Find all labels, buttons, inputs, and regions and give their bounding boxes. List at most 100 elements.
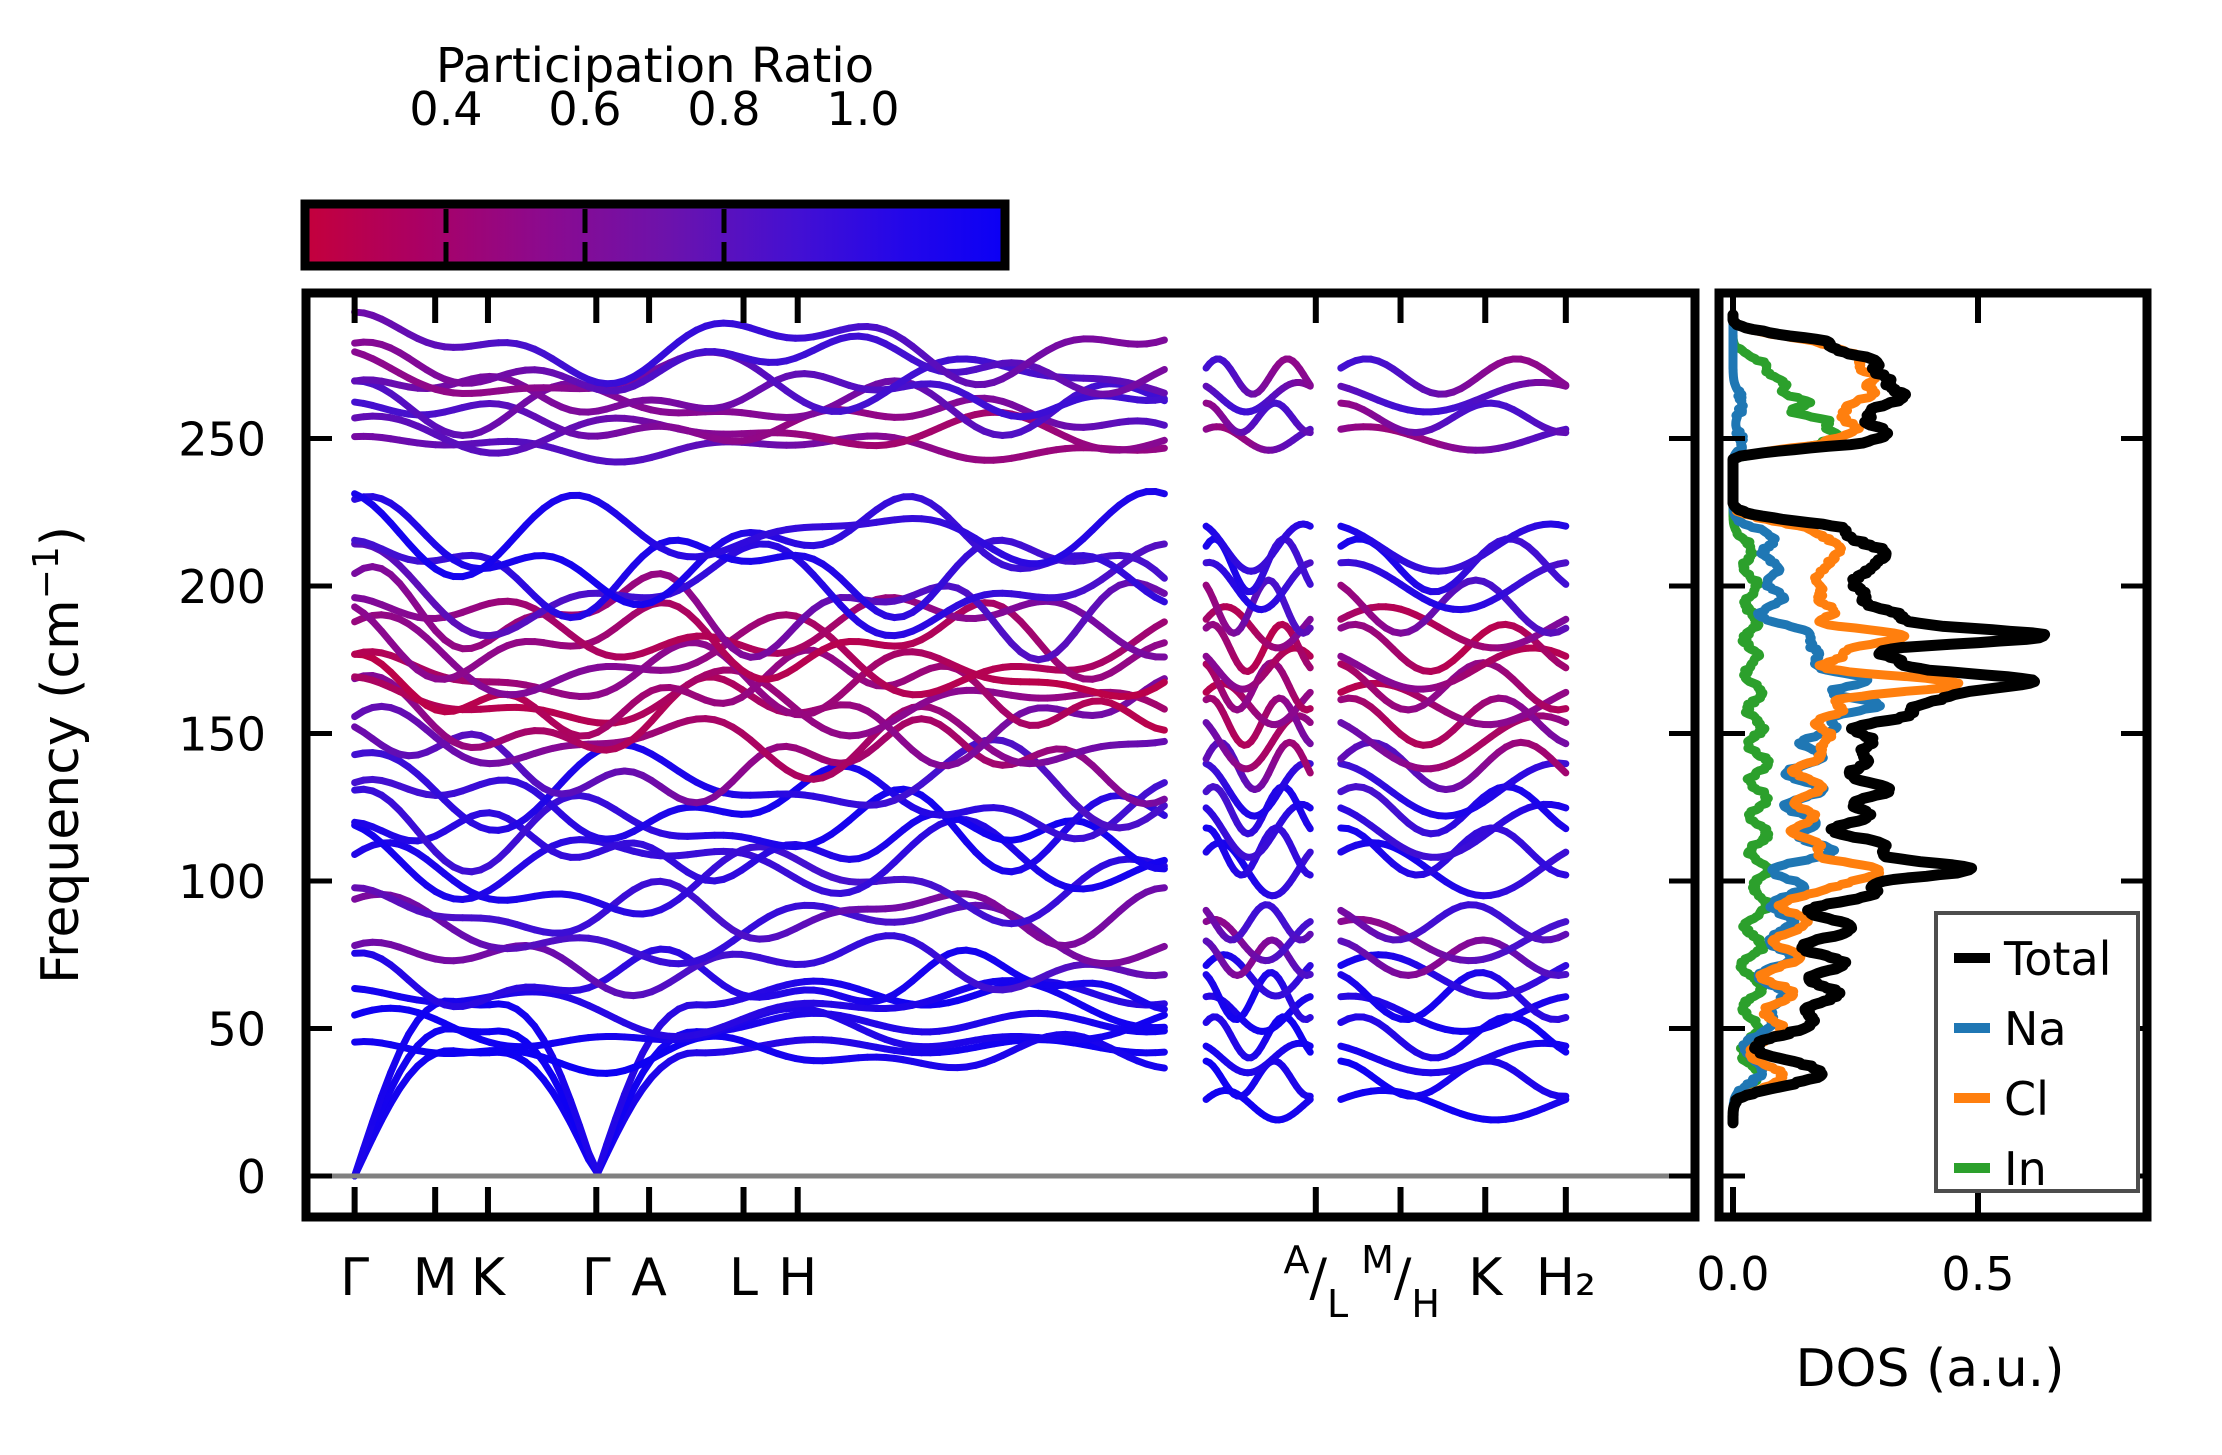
band-segment bbox=[1554, 970, 1570, 979]
colorbar-ticks bbox=[443, 209, 727, 262]
band-segment bbox=[1151, 1048, 1168, 1057]
band-segment bbox=[1303, 802, 1314, 812]
band-segment bbox=[1151, 365, 1168, 378]
band-segment bbox=[1554, 930, 1570, 942]
band-segment bbox=[1554, 736, 1570, 748]
band-segment bbox=[387, 1048, 404, 1077]
band-segment bbox=[1151, 1011, 1168, 1022]
band-segment bbox=[567, 1096, 584, 1130]
band-segment bbox=[1303, 521, 1314, 530]
band-segment bbox=[1151, 585, 1168, 597]
band-segment bbox=[1554, 819, 1570, 833]
band-segment bbox=[1303, 688, 1314, 700]
band-segment bbox=[558, 1073, 575, 1104]
band-segment bbox=[1554, 715, 1570, 727]
band-segment bbox=[1303, 559, 1314, 568]
band-segment bbox=[1151, 724, 1168, 734]
band-segment bbox=[378, 1069, 395, 1100]
band-segment bbox=[378, 1086, 395, 1113]
colorbar-tick-label-0: 0.4 bbox=[409, 82, 482, 136]
band-segment bbox=[1151, 678, 1168, 692]
band-segment bbox=[1303, 715, 1314, 727]
band-segment bbox=[1151, 942, 1168, 954]
band-segment bbox=[1151, 700, 1168, 713]
band-segment bbox=[360, 1118, 377, 1153]
band-segment bbox=[1151, 1027, 1168, 1036]
band-segment bbox=[1151, 1063, 1168, 1072]
band-segment bbox=[1554, 1095, 1570, 1106]
band-segment bbox=[1554, 1043, 1570, 1056]
band-segment bbox=[594, 1141, 611, 1176]
band-segment bbox=[1151, 540, 1168, 550]
band-segment bbox=[1303, 705, 1314, 714]
band-segment bbox=[1303, 869, 1314, 879]
band-segment bbox=[1303, 819, 1314, 833]
band-segment bbox=[1554, 762, 1570, 777]
band-segment bbox=[1303, 736, 1314, 748]
colorbar-gradient bbox=[300, 199, 1010, 271]
band-segment bbox=[1303, 762, 1314, 777]
band-segment bbox=[1554, 918, 1570, 928]
band-segment bbox=[1151, 737, 1168, 747]
band-segment bbox=[1554, 688, 1570, 700]
band-segment bbox=[1554, 961, 1570, 973]
band-segment bbox=[1303, 376, 1314, 389]
band-segment bbox=[621, 1068, 638, 1098]
band-segment bbox=[1151, 856, 1168, 867]
colorbar-tick-label-3: 1.0 bbox=[826, 82, 899, 136]
band-segment bbox=[369, 1092, 386, 1126]
band-segment bbox=[1151, 884, 1168, 893]
band-segment bbox=[1151, 864, 1168, 873]
colorbar-title: Participation Ratio bbox=[436, 38, 874, 94]
band-segment bbox=[1303, 848, 1314, 861]
band-segment bbox=[1303, 1014, 1314, 1023]
band-segment bbox=[1151, 436, 1168, 447]
band-segment bbox=[1151, 618, 1168, 631]
band-segment bbox=[612, 1090, 629, 1123]
band-segment bbox=[1303, 428, 1314, 437]
band-segment bbox=[1303, 649, 1314, 660]
band-segment bbox=[1303, 1095, 1314, 1106]
band-segment bbox=[1151, 802, 1168, 817]
band-segment bbox=[1303, 659, 1314, 672]
band-segment bbox=[1303, 615, 1314, 627]
band-segment bbox=[1151, 971, 1168, 980]
band-segment bbox=[1554, 993, 1570, 1002]
band-segment bbox=[1554, 848, 1570, 861]
band-segment bbox=[1303, 1043, 1314, 1056]
band-curves bbox=[351, 308, 1570, 1180]
band-segment bbox=[1303, 970, 1314, 979]
band-segment bbox=[603, 1115, 620, 1149]
band-segment bbox=[1554, 1014, 1570, 1023]
band-segment bbox=[1303, 624, 1314, 636]
band-segment bbox=[1303, 574, 1314, 588]
colorbar-group: Participation Ratio 0.4 0.6 0.8 1.0 bbox=[300, 38, 1010, 271]
band-segment bbox=[1151, 386, 1168, 397]
band-segment bbox=[1151, 566, 1168, 582]
band-segment bbox=[351, 1145, 368, 1180]
band-segment bbox=[576, 1122, 593, 1156]
band-segment bbox=[558, 1089, 575, 1117]
band-segment bbox=[1151, 336, 1168, 346]
band-segment bbox=[1151, 795, 1168, 807]
band-segment bbox=[1151, 1003, 1168, 1013]
band-segment bbox=[1151, 395, 1168, 404]
band-segment bbox=[1554, 649, 1570, 660]
band-segment bbox=[1554, 869, 1570, 879]
colorbar-tick-label-1: 0.6 bbox=[548, 82, 621, 136]
band-segment bbox=[1303, 961, 1314, 973]
band-segment bbox=[1151, 593, 1168, 606]
band-segment bbox=[1303, 918, 1314, 928]
band-segment bbox=[1151, 779, 1168, 791]
band-segment bbox=[1151, 444, 1168, 453]
y-axis-label: Frequency (cm−1) bbox=[26, 526, 92, 984]
band-segment bbox=[1303, 930, 1314, 942]
band-segment bbox=[1151, 488, 1168, 498]
band-segment bbox=[1554, 802, 1570, 812]
band-segment bbox=[1554, 705, 1570, 714]
band-segment bbox=[1151, 639, 1168, 650]
band-segment bbox=[1303, 993, 1314, 1002]
